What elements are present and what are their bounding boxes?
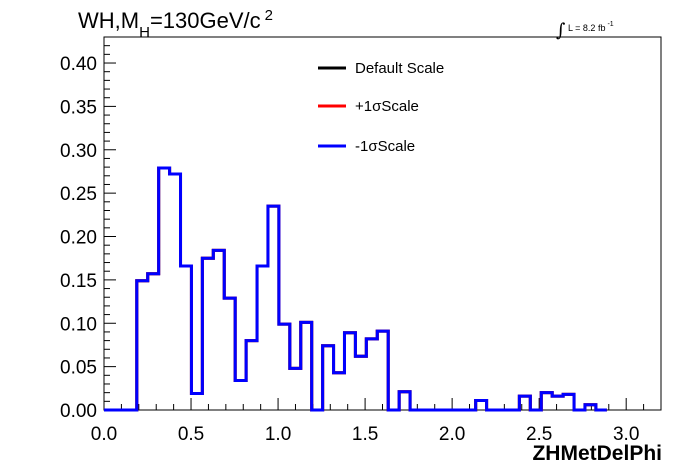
y-axis	[104, 36, 116, 411]
x-tick-label: 2.0	[439, 424, 465, 445]
legend-label: -1σScale	[355, 138, 415, 155]
y-tick-label: 0.35	[60, 97, 97, 118]
legend: Default Scale +1σScale -1σScale	[318, 60, 444, 155]
legend-label: Default Scale	[355, 60, 444, 77]
y-tick-labels: 0.00 0.05 0.10 0.15 0.20 0.25 0.30 0.35 0.40	[60, 54, 97, 422]
y-tick-label: 0.00	[60, 401, 97, 422]
luminosity-label: L = 8.2 fb -1	[568, 21, 614, 33]
series-lines	[104, 166, 607, 412]
y-tick-label: 0.05	[60, 358, 97, 379]
y-tick-label: 0.30	[60, 141, 97, 162]
x-tick-labels: 0.0 0.5 1.0 1.5 2.0 2.5 3.0	[91, 424, 640, 445]
x-tick-label: 3.0	[613, 424, 639, 445]
x-axis-title: ZHMetDelPhi	[532, 442, 662, 465]
x-axis	[103, 398, 662, 410]
y-tick-label: 0.40	[60, 54, 97, 75]
chart-title: WH,MH=130GeV/c 2	[78, 7, 273, 41]
legend-label: +1σScale	[355, 98, 419, 115]
x-tick-label: 0.0	[91, 424, 117, 445]
x-tick-label: 2.5	[526, 424, 552, 445]
y-tick-label: 0.15	[60, 271, 97, 292]
y-tick-label: 0.10	[60, 314, 97, 335]
y-tick-label: 0.25	[60, 184, 97, 205]
x-tick-label: 1.0	[265, 424, 291, 445]
x-tick-label: 1.5	[352, 424, 378, 445]
plot-frame	[103, 36, 662, 411]
y-tick-label: 0.20	[60, 228, 97, 249]
x-tick-label: 0.5	[178, 424, 204, 445]
integral-icon: ∫	[556, 20, 566, 41]
series-line-2	[104, 166, 607, 412]
